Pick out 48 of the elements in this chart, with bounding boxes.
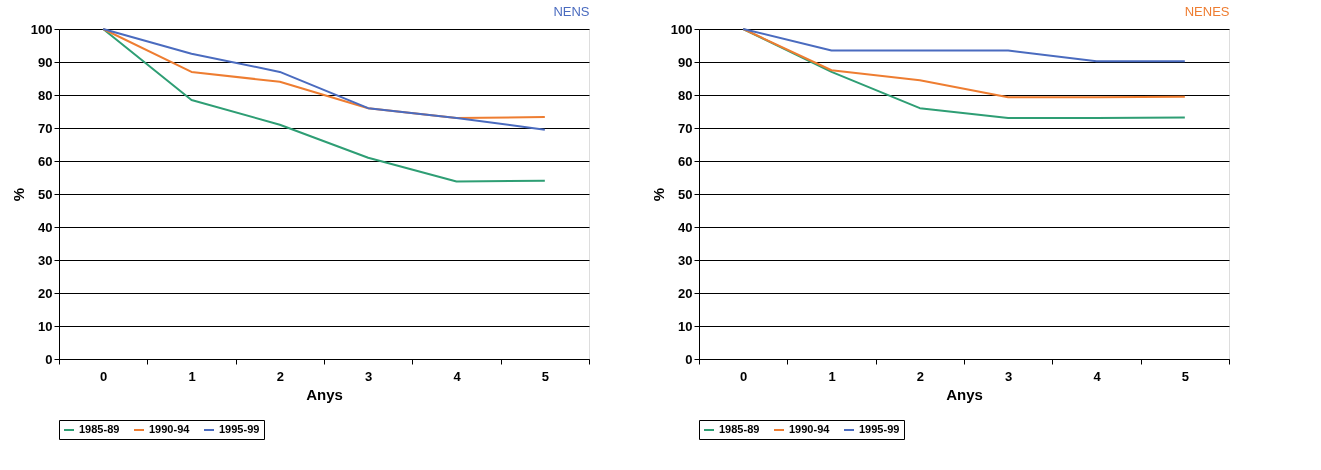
y-tick-label: 90 [38,54,53,70]
x-axis-title: Anys [946,385,983,403]
y-axis-title: % [9,187,27,202]
y-tick-label: 90 [678,54,693,70]
x-tick-label: 4 [1093,368,1102,384]
x-tick-label: 0 [100,368,108,384]
x-axis-title: Anys [306,385,343,403]
y-tick-label: 50 [38,186,53,202]
y-tick-label: 30 [678,252,693,268]
legend-label: 1995-99 [859,423,900,435]
y-axis-title: % [649,187,667,202]
x-tick-label: 0 [740,368,748,384]
line-series [102,28,546,183]
x-tick-label: 5 [541,368,549,384]
legend-label: 1990-94 [789,423,831,435]
y-tick-label: 60 [38,153,53,169]
y-tick-label: 60 [678,153,693,169]
legend-label: 1995-99 [219,423,260,435]
y-tick-label: 70 [678,120,693,136]
x-tick-label: 1 [188,368,196,384]
x-tick-label: 1 [828,368,836,384]
y-tick-label: 40 [38,219,53,235]
legend-label: 1985-89 [79,423,120,435]
legend-label: 1990-94 [149,423,191,435]
y-tick-label: 10 [678,318,693,334]
x-tick-label: 3 [365,368,373,384]
x-tick-label: 4 [453,368,462,384]
y-tick-label: 50 [678,186,693,202]
y-tick-label: 0 [45,351,53,367]
x-tick-label: 5 [1181,368,1189,384]
y-tick-label: 40 [678,219,693,235]
y-tick-label: 30 [38,252,53,268]
line-series [742,28,1186,99]
y-tick-label: 70 [38,120,53,136]
y-tick-label: 80 [38,87,53,103]
y-tick-label: 80 [678,87,693,103]
x-tick-label: 2 [276,368,284,384]
chart-title: NENES [1184,4,1230,19]
y-tick-label: 100 [30,21,53,37]
legend-label: 1985-89 [719,423,760,435]
y-tick-label: 20 [38,285,53,301]
x-tick-label: 2 [916,368,924,384]
y-tick-label: 20 [678,285,693,301]
chart-title: NENS [553,4,590,19]
y-tick-label: 100 [670,21,693,37]
y-tick-label: 10 [38,318,53,334]
x-tick-label: 3 [1005,368,1013,384]
y-tick-label: 0 [685,351,693,367]
